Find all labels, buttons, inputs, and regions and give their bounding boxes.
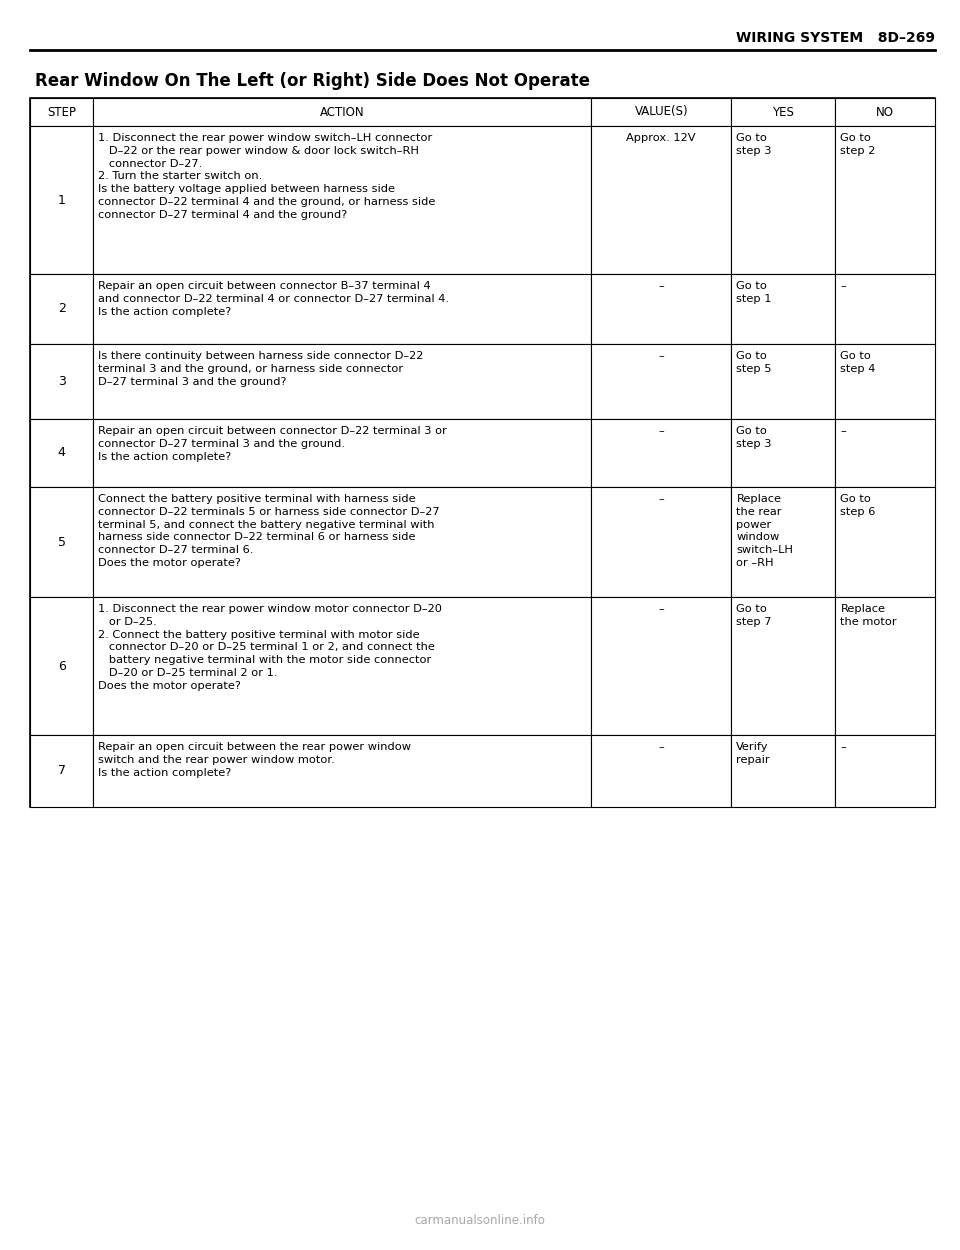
Text: –: – [659,494,664,504]
Text: Go to
step 2: Go to step 2 [840,132,876,156]
Text: 1: 1 [58,194,65,206]
Text: 3: 3 [58,375,65,388]
Bar [591,488,732,598]
Text: 5: 5 [58,535,65,549]
Text: 1. Disconnect the rear power window motor connector D–20
   or D–25.
2. Connect : 1. Disconnect the rear power window moto… [98,604,443,691]
Bar [30,419,93,488]
Text: Rear Window On The Left (or Right) Side Does Not Operate: Rear Window On The Left (or Right) Side … [35,72,590,90]
Text: –: – [659,426,664,436]
Bar [93,735,591,808]
Bar [30,98,93,126]
Text: Approx. 12V: Approx. 12V [627,132,696,142]
Text: –: – [840,426,846,436]
Text: 4: 4 [58,446,65,460]
Bar [835,488,935,598]
Text: –: – [659,351,664,361]
Bar [591,419,732,488]
Bar [591,344,732,419]
Bar [835,344,935,419]
Text: Connect the battery positive terminal with harness side
connector D–22 terminals: Connect the battery positive terminal wi… [98,494,440,568]
Bar [732,126,835,274]
Bar [732,274,835,344]
Bar [30,735,93,808]
Text: Repair an open circuit between the rear power window
switch and the rear power w: Repair an open circuit between the rear … [98,742,411,778]
Bar [93,274,591,344]
Text: Replace
the motor: Replace the motor [840,604,897,626]
Bar [835,419,935,488]
Bar [591,126,732,274]
Text: NO: NO [876,105,894,119]
Bar [93,419,591,488]
Text: 6: 6 [58,660,65,672]
Bar [732,344,835,419]
Bar [591,98,732,126]
Text: –: – [840,742,846,752]
Text: VALUE(S): VALUE(S) [635,105,688,119]
Bar [591,598,732,735]
Bar [591,274,732,344]
Bar [30,126,93,274]
Text: ACTION: ACTION [320,105,365,119]
Text: Replace
the rear
power
window
switch–LH
or –RH: Replace the rear power window switch–LH … [736,494,793,568]
Bar [93,126,591,274]
Bar [732,735,835,808]
Bar [835,735,935,808]
Bar [30,98,935,808]
Text: 2: 2 [58,302,65,315]
Text: YES: YES [773,105,794,119]
Text: –: – [659,604,664,614]
Text: –: – [840,281,846,291]
Text: Go to
step 1: Go to step 1 [736,281,772,304]
Bar [835,274,935,344]
Text: Repair an open circuit between connector D–22 terminal 3 or
connector D–27 termi: Repair an open circuit between connector… [98,426,447,461]
Text: 1. Disconnect the rear power window switch–LH connector
   D–22 or the rear powe: 1. Disconnect the rear power window swit… [98,132,436,220]
Text: Repair an open circuit between connector B–37 terminal 4
and connector D–22 term: Repair an open circuit between connector… [98,281,449,316]
Text: Go to
step 3: Go to step 3 [736,426,772,449]
Bar [732,419,835,488]
Text: Verify
repair: Verify repair [736,742,770,765]
Bar [30,488,93,598]
Bar [591,735,732,808]
Bar [93,344,591,419]
Text: Go to
step 5: Go to step 5 [736,351,772,374]
Bar [30,274,93,344]
Text: Go to
step 3: Go to step 3 [736,132,772,156]
Text: 7: 7 [58,765,65,778]
Bar [732,98,835,126]
Bar [30,598,93,735]
Bar [30,344,93,419]
Bar [93,488,591,598]
Text: Is there continuity between harness side connector D–22
terminal 3 and the groun: Is there continuity between harness side… [98,351,423,386]
Text: STEP: STEP [47,105,76,119]
Bar [93,598,591,735]
Bar [835,126,935,274]
Text: –: – [659,281,664,291]
Text: Go to
step 4: Go to step 4 [840,351,876,374]
Bar [835,98,935,126]
Text: Go to
step 6: Go to step 6 [840,494,876,516]
Bar [732,598,835,735]
Bar [732,488,835,598]
Bar [93,98,591,126]
Text: Go to
step 7: Go to step 7 [736,604,772,626]
Text: carmanualsonline.info: carmanualsonline.info [415,1214,545,1226]
Text: WIRING SYSTEM   8D–269: WIRING SYSTEM 8D–269 [736,31,935,45]
Text: –: – [659,742,664,752]
Bar [835,598,935,735]
